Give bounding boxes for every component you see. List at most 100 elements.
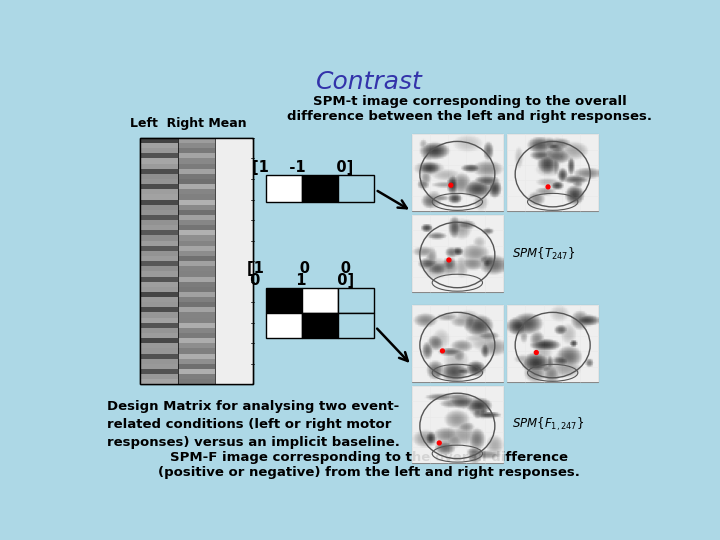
Bar [140,148,178,154]
Bar [178,348,215,354]
Bar [140,164,178,169]
Text: [1       0      0: [1 0 0 [247,261,351,276]
Bar [140,369,178,374]
Bar [140,194,178,200]
Bar [140,282,178,287]
Bar [178,328,215,333]
Bar [178,225,215,231]
Bar [507,305,598,382]
Bar [178,158,215,164]
Bar [178,302,215,308]
Bar [178,215,215,220]
Bar [178,174,215,179]
Bar [140,168,178,174]
Bar [178,231,215,236]
Bar [178,338,215,343]
Bar [140,261,178,267]
Bar [140,174,178,179]
Bar [178,205,215,210]
Text: Contrast: Contrast [315,70,423,94]
Bar [140,241,178,246]
Bar [302,175,338,202]
Circle shape [546,185,550,189]
Circle shape [437,441,441,445]
Bar [140,313,178,318]
Bar [178,246,215,251]
Bar [178,354,215,359]
Bar [178,200,215,205]
Text: Design Matrix for analysing two event-
related conditions (left or right motor
r: Design Matrix for analysing two event- r… [107,400,400,449]
Bar [140,220,178,226]
Bar [140,343,178,349]
Bar [178,194,215,200]
Text: Left  Right Mean: Left Right Mean [130,117,247,130]
Bar [178,210,215,215]
Bar [140,292,178,298]
Bar [178,323,215,328]
Bar [178,374,215,380]
Bar [178,282,215,287]
Bar [412,305,503,382]
Bar [140,348,178,354]
Bar [140,307,178,313]
Bar [178,333,215,339]
Bar [178,292,215,298]
Bar [178,138,215,144]
Bar [140,215,178,220]
Bar [178,307,215,313]
Bar [140,256,178,261]
Bar [178,179,215,185]
Circle shape [534,350,539,354]
Bar [302,313,338,338]
Bar [140,379,178,384]
Bar [140,354,178,359]
Bar [178,369,215,374]
Bar [140,184,178,190]
Bar [140,266,178,272]
Bar [178,153,215,159]
Bar [178,261,215,267]
Bar [178,359,215,364]
Bar [140,143,178,148]
Bar [140,272,178,277]
Bar [178,379,215,384]
Bar [338,288,374,313]
Bar [178,241,215,246]
Circle shape [447,258,451,262]
Bar [140,210,178,215]
Bar [178,190,215,195]
Bar [178,256,215,261]
Text: 0       1      0]: 0 1 0] [245,273,354,288]
Bar [412,134,503,211]
Bar [178,143,215,148]
Bar [140,338,178,343]
Bar [140,323,178,328]
Bar [140,158,178,164]
Bar [140,318,178,323]
Bar [140,276,178,282]
Bar [266,313,302,338]
Bar [140,359,178,364]
Bar [178,272,215,277]
Bar [140,200,178,205]
Bar [178,276,215,282]
Bar [178,266,215,272]
Circle shape [441,349,444,353]
Bar [178,343,215,349]
Bar [507,134,598,211]
Bar [412,215,503,292]
Bar [140,297,178,302]
Bar [140,302,178,308]
Bar [338,175,374,202]
Bar [140,328,178,333]
Bar [302,288,338,313]
Bar [140,138,253,384]
Bar [178,168,215,174]
Bar [178,235,215,241]
Bar [178,164,215,169]
Bar [140,138,253,384]
Bar [266,288,302,313]
Text: SPM-F image corresponding to the overall difference
(positive or negative) from : SPM-F image corresponding to the overall… [158,451,580,479]
Bar [140,153,178,159]
Bar [140,374,178,380]
